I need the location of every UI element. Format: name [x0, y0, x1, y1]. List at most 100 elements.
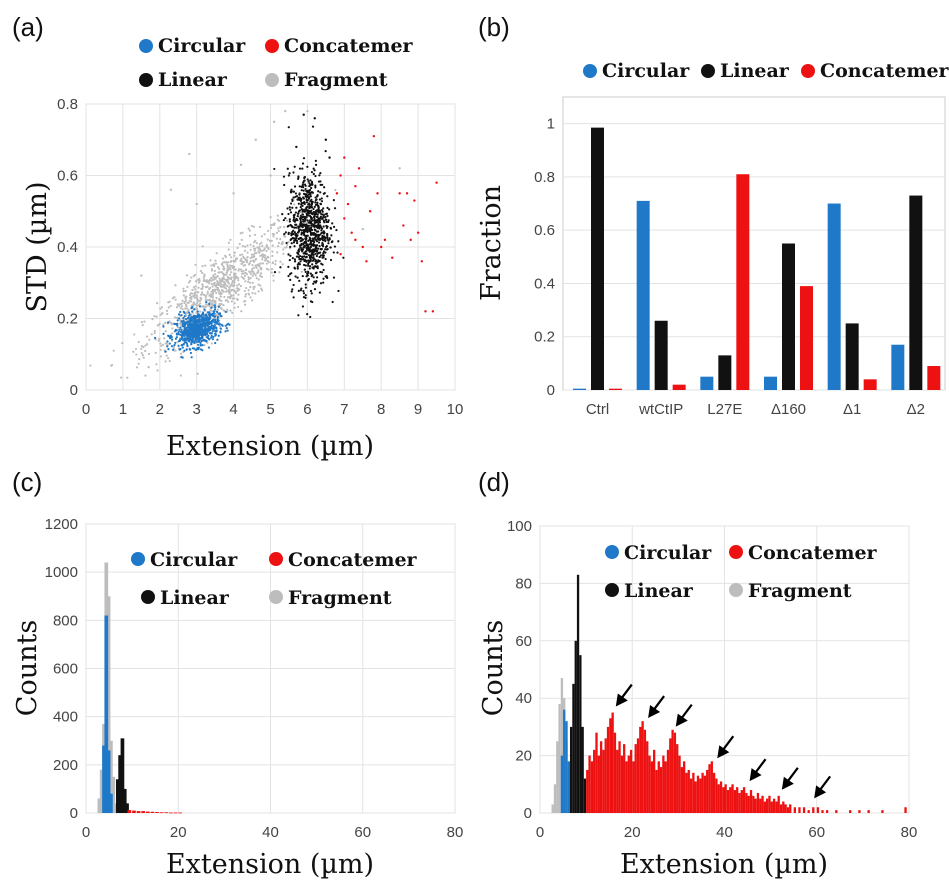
scatter-point-fragment [233, 302, 236, 305]
scatter-point-linear [309, 272, 312, 275]
scatter-point-fragment [181, 299, 184, 302]
scatter-point-linear [312, 224, 315, 227]
scatter-point-circular [177, 313, 181, 316]
scatter-point-fragment [271, 254, 274, 258]
scatter-point-fragment [147, 365, 150, 369]
scatter-point-linear [310, 292, 313, 295]
scatter-point-fragment [272, 235, 275, 238]
scatter-point-linear [312, 207, 315, 211]
scatter-point-linear [297, 289, 300, 292]
scatter-point-fragment [270, 271, 273, 274]
scatter-point-fragment [211, 299, 214, 302]
scatter-point-circular [216, 320, 219, 323]
scatter-point-fragment [164, 342, 167, 345]
scatter-point-concatemer [413, 199, 416, 202]
scatter-point-fragment [223, 286, 227, 289]
y-tick-label: 100 [507, 518, 532, 535]
scatter-point-fragment [256, 246, 259, 249]
scatter-point-circular [183, 322, 186, 326]
scatter-point-linear [302, 189, 305, 192]
hist-bar-concatemer [613, 732, 617, 813]
hist-bar-concatemer [627, 755, 630, 813]
hist-bar-concatemer [772, 798, 776, 813]
scatter-point-linear [298, 198, 301, 202]
scatter-point-fragment [233, 251, 236, 254]
scatter-point-linear [307, 193, 311, 196]
panel-d-histogram: (d) 0 20 40 60 80 100 0 20 40 60 80 Extension (µm)… [478, 467, 917, 880]
scatter-point-circular [197, 318, 200, 321]
scatter-point-fragment [282, 252, 285, 255]
scatter-point-linear [310, 205, 313, 209]
scatter-point-linear [313, 288, 317, 291]
scatter-point-linear [325, 245, 328, 248]
scatter-point-linear [307, 214, 310, 217]
scatter-point-linear [302, 209, 305, 212]
scatter-point-circular [197, 343, 200, 346]
scatter-point-fragment [164, 321, 167, 324]
scatter-point-fragment [232, 192, 235, 195]
scatter-point-linear [314, 203, 318, 207]
scatter-point-linear [314, 186, 317, 189]
scatter-point-fragment [214, 262, 218, 265]
scatter-point-fragment [282, 248, 285, 251]
scatter-point-linear [320, 197, 323, 200]
legend-marker-linear [605, 583, 619, 597]
scatter-point-linear [317, 238, 321, 241]
scatter-point-linear [308, 254, 312, 258]
legend-marker-fragment [265, 73, 279, 87]
hist-bar-linear [572, 683, 575, 813]
scatter-point-fragment [270, 267, 274, 271]
hist-bar-circular [567, 761, 570, 813]
panel-c-label: (c) [12, 467, 42, 497]
scatter-point-linear [284, 217, 287, 220]
scatter-point-fragment [227, 261, 230, 264]
scatter-point-fragment [158, 337, 161, 340]
scatter-point-fragment [252, 253, 255, 256]
scatter-point-fragment [244, 299, 247, 303]
scatter-point-circular [218, 323, 221, 326]
scatter-point-fragment [251, 263, 254, 267]
scatter-point-circular [219, 331, 222, 334]
scatter-point-linear [306, 191, 309, 194]
scatter-point-fragment [193, 301, 196, 304]
scatter-point-linear [316, 249, 319, 252]
scatter-point-fragment [270, 239, 273, 242]
scatter-point-linear [305, 201, 309, 204]
scatter-point-circular [214, 326, 218, 329]
scatter-point-linear [300, 247, 303, 250]
scatter-point-circular [186, 337, 189, 340]
scatter-point-linear [294, 239, 297, 242]
legend-label-linear: Linear [158, 69, 228, 91]
peak-arrow [615, 683, 633, 707]
scatter-point-circular [200, 327, 203, 330]
scatter-point-fragment [249, 248, 252, 251]
scatter-point-linear [310, 203, 313, 206]
scatter-point-linear [303, 255, 306, 258]
scatter-point-fragment [189, 293, 192, 297]
bar-concatemer [609, 388, 622, 390]
scatter-point-fragment [236, 284, 239, 287]
scatter-point-linear [303, 268, 306, 271]
scatter-point-linear [292, 214, 295, 217]
hist-bar-concatemer [738, 792, 741, 813]
scatter-point-fragment [239, 232, 242, 235]
scatter-point-linear [324, 216, 327, 219]
scatter-point-fragment [248, 281, 252, 284]
scatter-point-fragment [133, 333, 136, 336]
scatter-point-circular [213, 304, 216, 307]
scatter-point-fragment [140, 345, 144, 348]
scatter-point-fragment [253, 285, 256, 288]
scatter-point-circular [214, 332, 217, 335]
hist-bar-concatemer [678, 755, 681, 813]
scatter-point-fragment [266, 255, 269, 259]
scatter-point-fragment [228, 295, 232, 299]
scatter-point-fragment [227, 241, 231, 244]
scatter-point-concatemer [391, 256, 394, 259]
scatter-point-linear [301, 213, 304, 216]
y-tick-label: 0.6 [57, 168, 78, 185]
scatter-point-fragment [269, 216, 272, 219]
scatter-point-fragment [222, 290, 225, 293]
scatter-point-fragment [254, 258, 257, 261]
scatter-point-fragment [215, 286, 218, 289]
scatter-point-fragment [210, 342, 213, 345]
